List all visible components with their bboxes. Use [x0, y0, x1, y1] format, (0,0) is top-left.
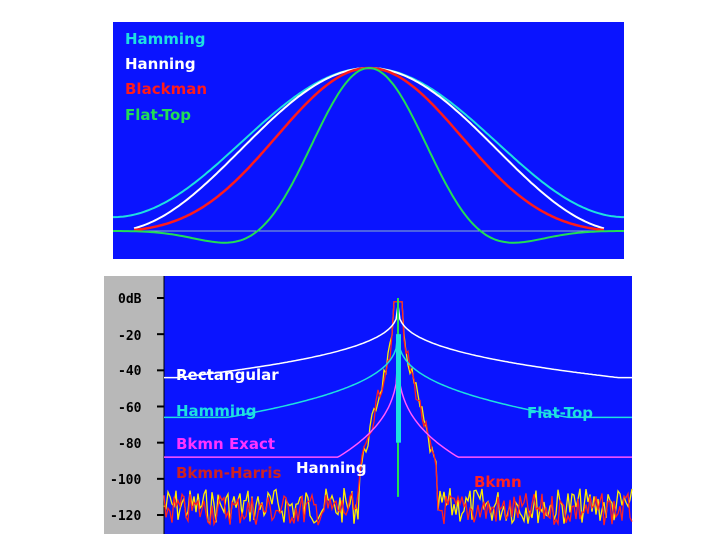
curve-flat-top [113, 66, 624, 244]
top-curves [113, 66, 624, 244]
legend-flat-top: Flat-Top [125, 106, 191, 124]
legend-blackman: Blackman [125, 80, 207, 98]
legend-hamming: Hamming [125, 30, 206, 48]
legend-hanning: Hanning [125, 55, 196, 73]
top-plot-background [113, 22, 624, 259]
